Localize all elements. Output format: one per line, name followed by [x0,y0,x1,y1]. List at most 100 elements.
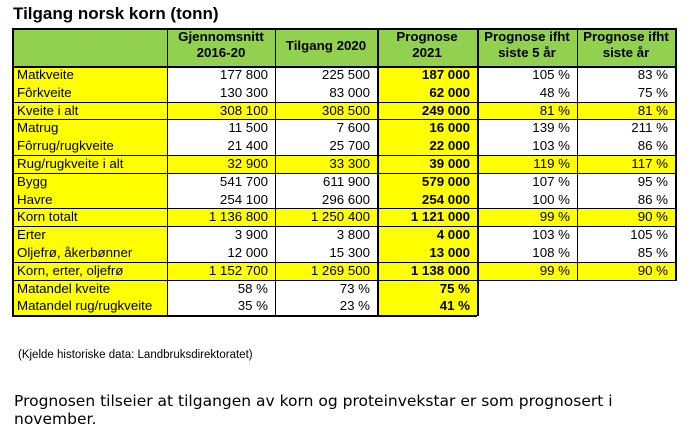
column-header-line: siste år [602,45,650,60]
grid-line [577,28,578,280]
grid-line [377,28,379,316]
forecast-vs-5yr: 119 % [477,155,577,173]
grid-line [12,155,675,156]
column-header-line: siste 5 år [498,45,556,60]
forecast-2021: 16 000 [377,119,477,138]
column-header-line: Tilgang 2020 [285,38,367,53]
forecast-vs-5yr: 107 % [532,173,570,189]
column-header-line: Prognose [396,29,458,44]
row-label: Bygg [12,172,167,191]
forecast-vs-last-year: 211 % [631,120,668,136]
grid-line [12,279,675,281]
forecast-2021: 22 000 [377,137,477,155]
supply-2020: 3 800 [336,227,370,243]
row-label: Matandel kveite [12,279,167,298]
column-header-line: Gjennomsnitt [178,29,264,44]
row-label: Korn totalt [12,208,167,227]
supply-2020: 296 600 [321,191,370,207]
supply-2020: 15 300 [329,245,370,260]
avg-2016-20: 177 800 [219,67,268,82]
caption-text: Prognosen tilseier at tilgangen av korn … [14,392,613,428]
row-label: Korn, erter, oljefrø [12,261,167,280]
forecast-vs-last-year: 83 % [637,67,668,82]
avg-2016-20: 11 500 [228,120,268,136]
forecast-2021: 41 % [377,297,477,316]
table-title: Tilgang norsk korn (tonn) [13,4,219,23]
supply-2020: 73 % [339,280,370,296]
column-header: Gjennomsnitt 2016-20 [167,28,275,66]
supply-2020: 308 500 [275,101,377,120]
forecast-2021: 4 000 [377,226,477,244]
forecast-2021: 254 000 [377,190,477,209]
forecast-vs-last-year: 86 % [637,138,668,154]
supply-2020: 1 250 400 [275,208,377,227]
row-label: Matrug [12,119,167,138]
avg-2016-20: 130 300 [219,84,268,100]
forecast-vs-5yr [477,297,577,315]
column-header: Prognose ifht siste 5 år [477,28,577,66]
supply-2020: 23 % [339,298,370,314]
row-label: Kveite i alt [12,101,167,120]
supply-2020: 25 700 [329,138,370,154]
grid-line [275,28,276,316]
grain-supply-table: Gjennomsnitt 2016-20 Tilgang 2020 Prognose 2… [12,28,677,346]
row-label: Erter [12,226,167,244]
forecast-vs-last-year: 86 % [637,191,668,207]
grid-line [675,28,677,281]
forecast-vs-5yr: 139 % [532,120,570,136]
forecast-vs-5yr: 103 % [532,227,570,243]
grid-line [12,28,14,317]
grid-line [12,315,477,318]
forecast-vs-5yr: 48 % [539,84,570,100]
column-header-line: Prognose ifht [484,29,570,44]
grid-line [12,28,675,30]
forecast-vs-last-year: 95 % [637,173,668,189]
avg-2016-20: 308 100 [167,101,275,120]
forecast-vs-5yr: 99 % [477,208,577,227]
grid-line [12,66,675,68]
grid-line [12,101,675,103]
forecast-vs-last-year: 90 % [577,208,675,227]
supply-2020: 611 900 [322,173,370,189]
forecast-vs-last-year [577,280,675,298]
row-label: Matkveite [12,66,167,84]
forecast-vs-last-year: 90 % [577,261,675,280]
forecast-2021: 1 138 000 [377,261,477,280]
avg-2016-20: 1 136 800 [167,208,275,227]
forecast-vs-5yr: 108 % [532,245,570,260]
avg-2016-20: 254 100 [219,191,268,207]
grid-line [12,119,675,121]
forecast-2021: 187 000 [377,66,477,84]
forecast-2021: 75 % [377,279,477,298]
grid-line [12,226,675,228]
grid-line [167,28,168,316]
supply-2020: 7 600 [336,120,370,136]
forecast-2021: 62 000 [377,83,477,102]
supply-2020: 83 000 [329,84,370,100]
forecast-2021: 39 000 [377,155,477,173]
row-label: Fôrrug/rugkveite [12,137,167,155]
forecast-vs-last-year: 85 % [637,245,668,260]
avg-2016-20: 12 000 [227,245,268,260]
forecast-vs-5yr: 99 % [477,261,577,280]
forecast-vs-5yr: 81 % [477,101,577,120]
avg-2016-20: 21 400 [227,138,268,154]
grid-line [12,172,675,174]
forecast-vs-last-year: 117 % [577,155,675,173]
forecast-vs-5yr: 103 % [532,138,570,154]
grid-line [477,28,479,317]
column-header: Prognose 2021 [377,28,477,66]
supply-2020: 33 300 [275,155,377,173]
avg-2016-20: 35 % [237,298,268,314]
forecast-2021: 1 121 000 [377,208,477,227]
forecast-vs-last-year: 75 % [637,84,668,100]
header-corner [12,28,167,66]
column-header: Prognose ifht siste år [577,28,675,66]
avg-2016-20: 541 700 [219,173,268,189]
avg-2016-20: 58 % [237,280,268,296]
forecast-2021: 13 000 [377,244,477,262]
supply-2020: 1 269 500 [275,261,377,280]
row-label: Havre [12,190,167,209]
column-header-line: Prognose ifht [583,29,669,44]
avg-2016-20: 3 900 [234,227,268,243]
